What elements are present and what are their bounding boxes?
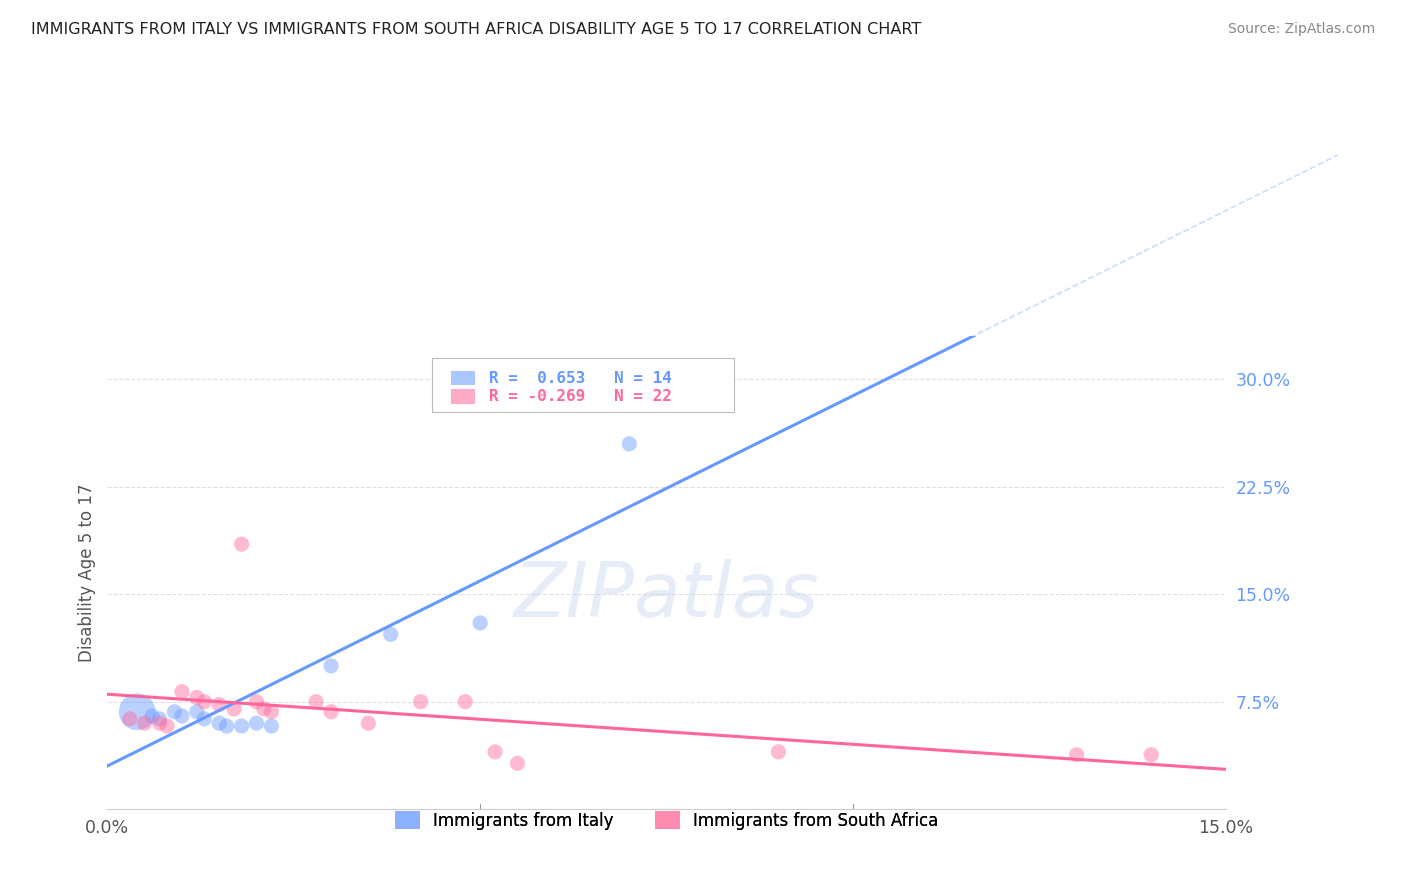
- Point: [231, 719, 253, 733]
- Point: [231, 537, 253, 551]
- Point: [224, 702, 246, 716]
- Point: [170, 684, 193, 698]
- Point: [215, 719, 238, 733]
- FancyBboxPatch shape: [432, 358, 734, 412]
- Point: [768, 745, 790, 759]
- Point: [484, 745, 506, 759]
- Point: [127, 705, 149, 719]
- Point: [409, 695, 432, 709]
- Point: [319, 705, 342, 719]
- Point: [118, 712, 141, 726]
- Point: [253, 702, 276, 716]
- Point: [260, 705, 283, 719]
- Point: [156, 719, 179, 733]
- Point: [186, 705, 208, 719]
- Point: [260, 719, 283, 733]
- Point: [619, 437, 641, 451]
- Point: [148, 712, 170, 726]
- Point: [163, 705, 186, 719]
- Point: [170, 709, 193, 723]
- Point: [134, 716, 156, 731]
- Point: [1140, 747, 1163, 762]
- Point: [454, 695, 477, 709]
- Text: R =  0.653   N = 14: R = 0.653 N = 14: [489, 370, 672, 385]
- Point: [506, 756, 529, 771]
- Text: IMMIGRANTS FROM ITALY VS IMMIGRANTS FROM SOUTH AFRICA DISABILITY AGE 5 TO 17 COR: IMMIGRANTS FROM ITALY VS IMMIGRANTS FROM…: [31, 22, 921, 37]
- Point: [357, 716, 380, 731]
- Bar: [451, 371, 475, 385]
- Text: R = -0.269   N = 22: R = -0.269 N = 22: [489, 389, 672, 404]
- Point: [208, 716, 231, 731]
- Point: [1066, 747, 1088, 762]
- Bar: [451, 389, 475, 403]
- Point: [380, 627, 402, 641]
- Point: [319, 659, 342, 673]
- Point: [193, 712, 215, 726]
- Point: [193, 695, 215, 709]
- Point: [186, 690, 208, 705]
- Point: [245, 716, 267, 731]
- Y-axis label: Disability Age 5 to 17: Disability Age 5 to 17: [79, 483, 96, 662]
- Point: [245, 695, 267, 709]
- Text: Source: ZipAtlas.com: Source: ZipAtlas.com: [1227, 22, 1375, 37]
- Point: [208, 698, 231, 712]
- Point: [141, 709, 163, 723]
- Legend: Immigrants from Italy, Immigrants from South Africa: Immigrants from Italy, Immigrants from S…: [388, 805, 945, 837]
- Point: [148, 716, 170, 731]
- Text: ZIPatlas: ZIPatlas: [515, 559, 820, 633]
- Point: [305, 695, 328, 709]
- Point: [470, 615, 492, 630]
